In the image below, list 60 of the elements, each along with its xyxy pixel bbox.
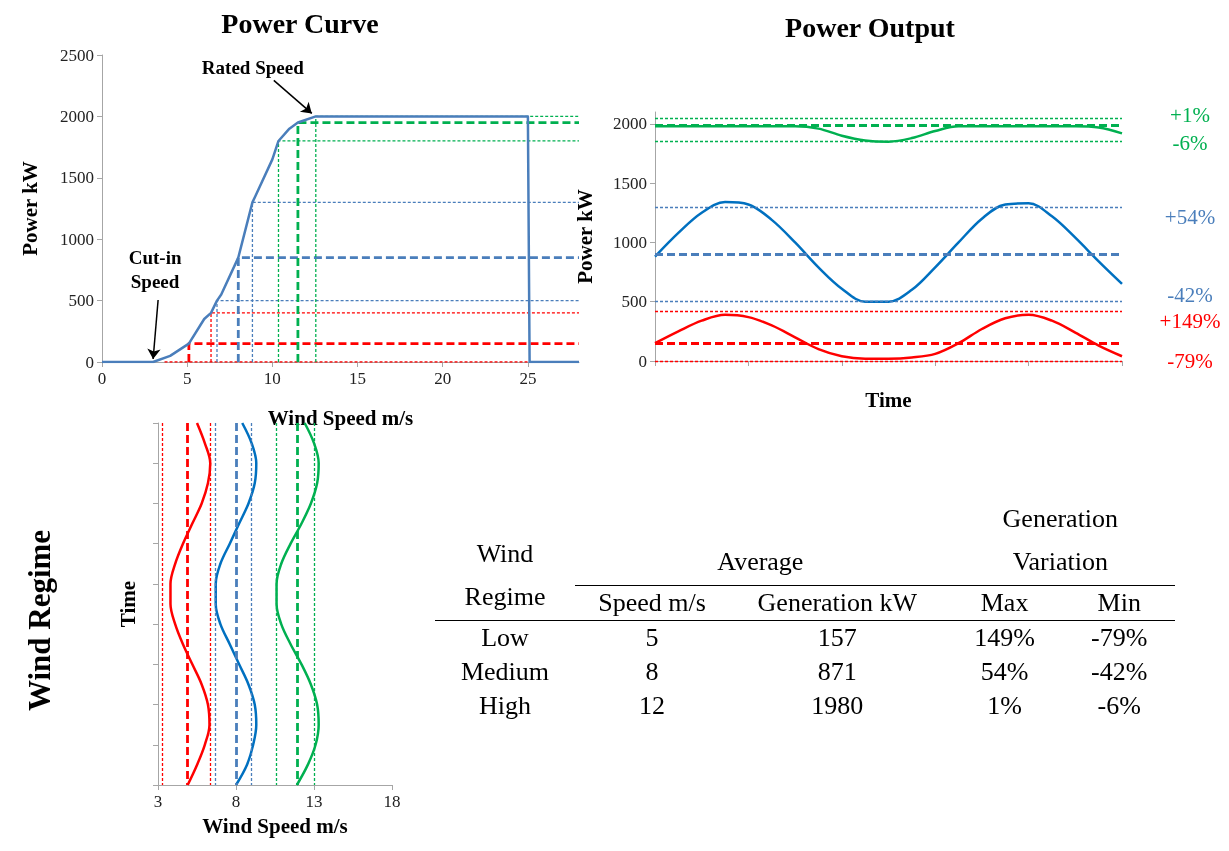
y-tick-label: 500 (68, 291, 94, 311)
text: -42% (1166, 282, 1214, 307)
text: +1% (1169, 102, 1211, 127)
data-label: 157 (816, 622, 858, 654)
y-tick-label: 1000 (60, 229, 94, 249)
x-axis-title: Wind Speed m/s (267, 405, 414, 430)
text: Average (575, 495, 946, 586)
text: Wind Regime (435, 495, 575, 621)
data-label: 8 (644, 656, 660, 688)
y-tick-label: 1000 (613, 232, 647, 252)
x-tick-label: 13 (305, 792, 323, 811)
text: Max (945, 585, 1064, 621)
text: -6% (1171, 130, 1209, 155)
text: -79% (1166, 349, 1214, 373)
x-tick-label: 20 (434, 369, 452, 388)
chart-title: Power Curve (220, 8, 380, 40)
annotation: Rated Speed (200, 56, 305, 81)
y-axis-title: Time (115, 580, 140, 628)
x-tick-label: 15 (349, 369, 367, 388)
chart-title: Power Output (784, 12, 956, 44)
annotation: Cut-in Speed (127, 246, 183, 294)
y-tick-label: 500 (621, 292, 647, 312)
text: Min (1063, 585, 1175, 621)
y-axis-title: Power kW (17, 161, 42, 256)
text: Generation kW (729, 585, 946, 621)
data-label: -79% (1090, 622, 1149, 654)
y-tick-label: 2500 (60, 45, 94, 65)
x-tick-label: 3 (153, 792, 163, 811)
text: Generation Variation (945, 495, 1175, 586)
x-tick-label: 10 (263, 369, 281, 388)
y-tick-label: 0 (85, 352, 94, 372)
data-label: 5 (644, 622, 660, 654)
x-axis-title: Time (865, 387, 912, 412)
data-label: -42% (1090, 656, 1149, 688)
data-label: 12 (638, 690, 666, 722)
category-label: Low (480, 622, 530, 654)
y-tick-label: 0 (638, 351, 647, 371)
y-tick-label: 1500 (60, 168, 94, 188)
y-tick-label: 2000 (613, 114, 647, 134)
data-label: 1980 (810, 690, 865, 722)
data-label: 1% (986, 690, 1023, 722)
text: Speed m/s (575, 585, 729, 621)
x-tick-label: 25 (519, 369, 537, 388)
data-label: 149% (973, 622, 1036, 654)
y-tick-label: 2000 (60, 106, 94, 126)
data-label: 54% (979, 656, 1030, 688)
category-label: Medium (459, 656, 551, 688)
data-label: -6% (1096, 690, 1142, 722)
x-tick-label: 5 (182, 369, 192, 388)
x-tick-label: 0 (97, 369, 107, 388)
category-label: High (478, 690, 532, 722)
x-tick-label: 8 (231, 792, 241, 811)
y-axis-title: Power kW (572, 189, 597, 284)
text: +149% (1158, 309, 1222, 334)
text: Wind Regime (22, 529, 58, 711)
x-axis-title: Wind Speed m/s (202, 813, 348, 838)
text: +54% (1163, 204, 1217, 229)
y-tick-label: 1500 (613, 173, 647, 193)
data-label: 871 (816, 656, 858, 688)
x-tick-label: 18 (383, 792, 401, 811)
